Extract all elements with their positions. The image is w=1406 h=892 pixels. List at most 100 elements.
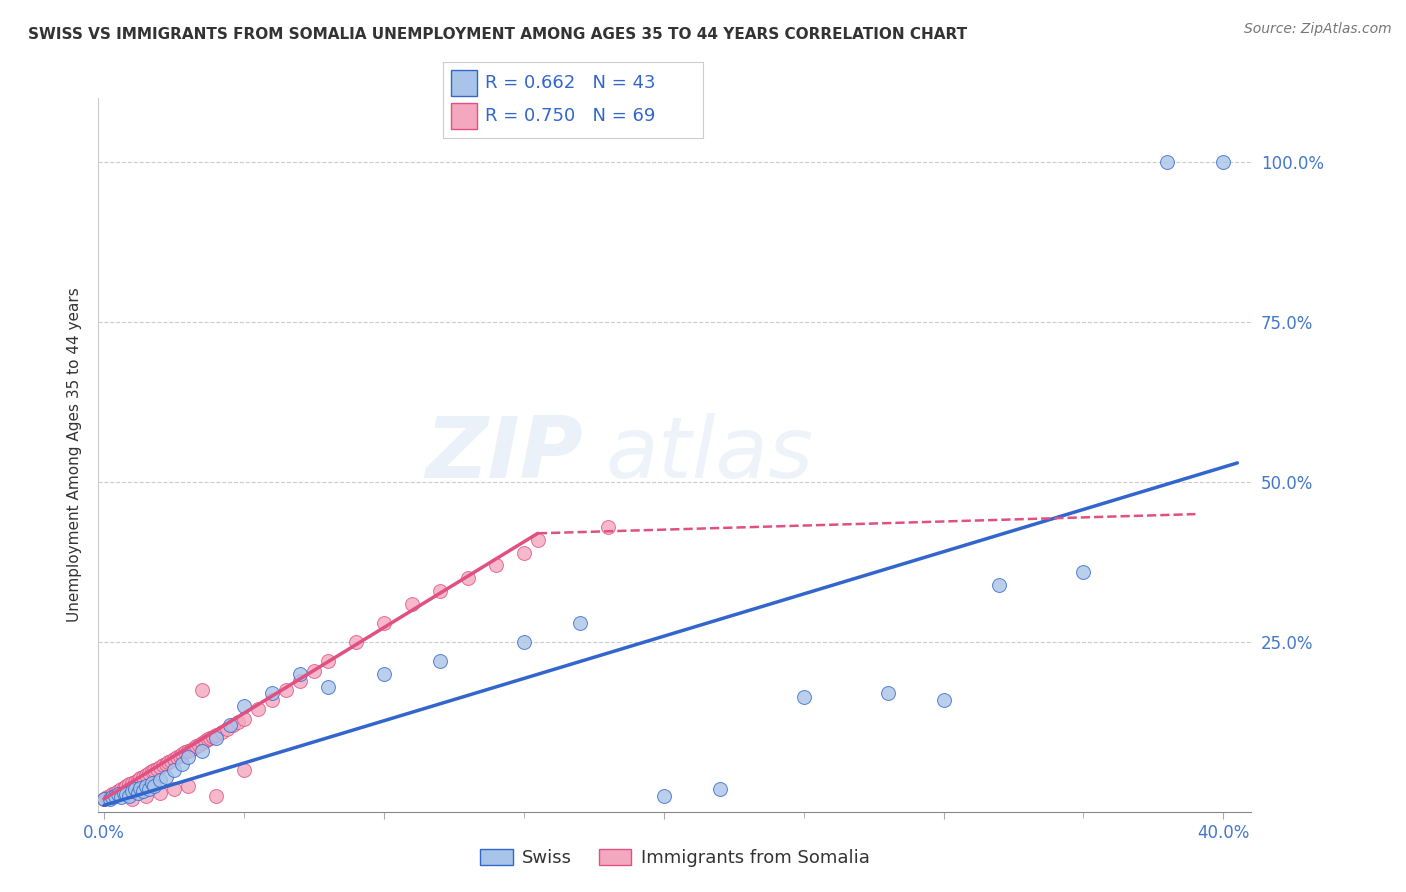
Point [138, 766, 160, 780]
Text: Source: ZipAtlas.com: Source: ZipAtlas.com [1244, 22, 1392, 37]
Point [118, 789, 141, 803]
Point [401, 597, 423, 611]
Point [288, 673, 311, 688]
Point [107, 783, 129, 797]
Point [513, 635, 536, 649]
Point [124, 782, 146, 797]
Point [288, 667, 311, 681]
Point [232, 763, 254, 777]
Point [135, 779, 157, 793]
Point [186, 739, 208, 753]
Point [485, 558, 508, 573]
Point [112, 785, 135, 799]
Point [152, 758, 174, 772]
Text: ZIP: ZIP [425, 413, 582, 497]
Point [526, 533, 548, 547]
Point [205, 789, 228, 803]
Point [177, 779, 200, 793]
Point [191, 683, 214, 698]
Point [202, 730, 225, 744]
Point [260, 686, 283, 700]
Point [135, 768, 157, 782]
Text: R = 0.662   N = 43: R = 0.662 N = 43 [485, 74, 655, 92]
Legend: Swiss, Immigrants from Somalia: Swiss, Immigrants from Somalia [474, 841, 876, 874]
Point [121, 792, 143, 806]
Bar [451, 103, 477, 129]
Point [274, 683, 297, 698]
Point [96, 789, 118, 804]
Point [107, 788, 129, 802]
Point [457, 571, 479, 585]
Point [121, 776, 143, 790]
Point [118, 777, 141, 791]
Point [219, 718, 242, 732]
Point [163, 782, 186, 797]
Point [876, 686, 898, 700]
Point [211, 724, 233, 739]
Point [316, 654, 339, 668]
Point [160, 754, 183, 768]
Point [191, 736, 214, 750]
Point [110, 789, 132, 804]
Point [316, 680, 339, 694]
Point [101, 788, 124, 802]
Point [191, 744, 214, 758]
Point [709, 782, 731, 797]
Point [652, 789, 675, 803]
Point [143, 779, 166, 793]
Point [112, 780, 135, 795]
Point [141, 776, 163, 790]
Point [155, 770, 177, 784]
Point [121, 783, 143, 797]
Point [197, 732, 219, 747]
Point [205, 728, 228, 742]
Point [146, 762, 169, 776]
Point [429, 654, 451, 668]
Point [132, 783, 155, 797]
Point [135, 789, 157, 803]
Point [149, 772, 172, 787]
Point [129, 771, 152, 785]
Point [232, 712, 254, 726]
Point [205, 731, 228, 745]
Point [101, 789, 124, 804]
Point [177, 750, 200, 764]
Point [180, 742, 202, 756]
Point [127, 772, 149, 787]
Point [149, 760, 172, 774]
Point [188, 738, 211, 752]
Point [217, 722, 239, 736]
Point [183, 740, 205, 755]
Text: atlas: atlas [606, 413, 814, 497]
Point [157, 756, 180, 770]
Point [163, 751, 186, 765]
Point [138, 782, 160, 797]
Text: SWISS VS IMMIGRANTS FROM SOMALIA UNEMPLOYMENT AMONG AGES 35 TO 44 YEARS CORRELAT: SWISS VS IMMIGRANTS FROM SOMALIA UNEMPLO… [28, 27, 967, 42]
Point [568, 615, 591, 630]
Point [1156, 155, 1178, 169]
Point [124, 774, 146, 789]
Point [177, 744, 200, 758]
Point [132, 770, 155, 784]
Point [373, 615, 395, 630]
Point [200, 731, 222, 745]
Point [988, 577, 1011, 591]
Point [302, 664, 325, 678]
Point [1073, 565, 1095, 579]
Point [344, 635, 367, 649]
Point [373, 667, 395, 681]
Point [163, 763, 186, 777]
Point [194, 734, 217, 748]
Bar [451, 70, 477, 95]
Text: R = 0.750   N = 69: R = 0.750 N = 69 [485, 107, 655, 125]
Point [129, 780, 152, 795]
Point [166, 750, 188, 764]
Point [104, 785, 127, 799]
Point [169, 749, 191, 764]
Point [222, 718, 245, 732]
Point [596, 520, 619, 534]
Point [793, 690, 815, 704]
Point [98, 789, 121, 803]
Point [110, 782, 132, 797]
Point [155, 756, 177, 771]
